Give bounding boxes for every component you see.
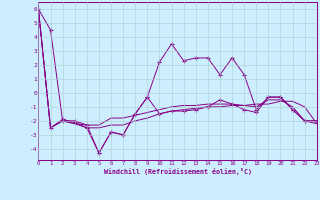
X-axis label: Windchill (Refroidissement éolien,°C): Windchill (Refroidissement éolien,°C) [104, 168, 252, 175]
